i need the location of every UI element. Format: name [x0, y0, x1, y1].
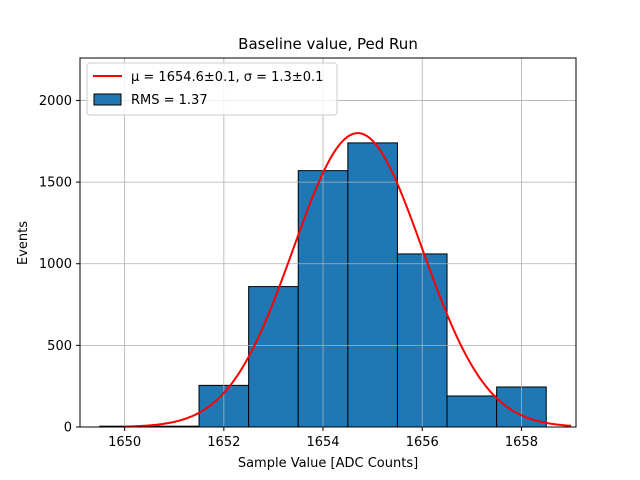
x-tick-label-0: 1650	[108, 435, 141, 450]
plot-area: 1650 1652 1654 1656 1658 0 500 1000 1500 2000	[39, 57, 577, 450]
x-tick-label-1: 1652	[207, 435, 240, 450]
x-tick-label-4: 1658	[505, 435, 538, 450]
legend: μ = 1654.6±0.1, σ = 1.3±0.1 RMS = 1.37	[86, 62, 338, 116]
y-tick-label-3: 1500	[39, 176, 72, 191]
legend-hist-swatch	[93, 93, 122, 106]
legend-hist-label: RMS = 1.37	[131, 93, 208, 108]
x-tick-label-3: 1656	[406, 435, 439, 450]
y-tick-label-4: 2000	[39, 94, 72, 109]
legend-fit-sigma: σ = 1.3±0.1	[244, 70, 324, 85]
y-tick-label-2: 1000	[39, 257, 72, 272]
y-tick-label-0: 0	[64, 421, 72, 436]
legend-fit-label: μ = 1654.6±0.1, σ = 1.3±0.1	[131, 70, 323, 85]
y-tick-label-1: 500	[47, 339, 72, 354]
histogram-bar-5	[347, 142, 398, 428]
y-axis-label: Events	[16, 221, 31, 265]
axes-frame	[79, 57, 577, 428]
chart-title: Baseline value, Ped Run	[238, 35, 418, 53]
legend-box	[86, 62, 338, 116]
gaussian-fit-curve	[124, 132, 572, 428]
histogram-bar-7	[446, 395, 498, 428]
histogram-bar-3	[248, 286, 299, 428]
legend-fit-mu: μ = 1654.6±0.1,	[131, 70, 244, 85]
x-axis-label: Sample Value [ADC Counts]	[238, 456, 418, 471]
x-tick-label-2: 1654	[306, 435, 339, 450]
